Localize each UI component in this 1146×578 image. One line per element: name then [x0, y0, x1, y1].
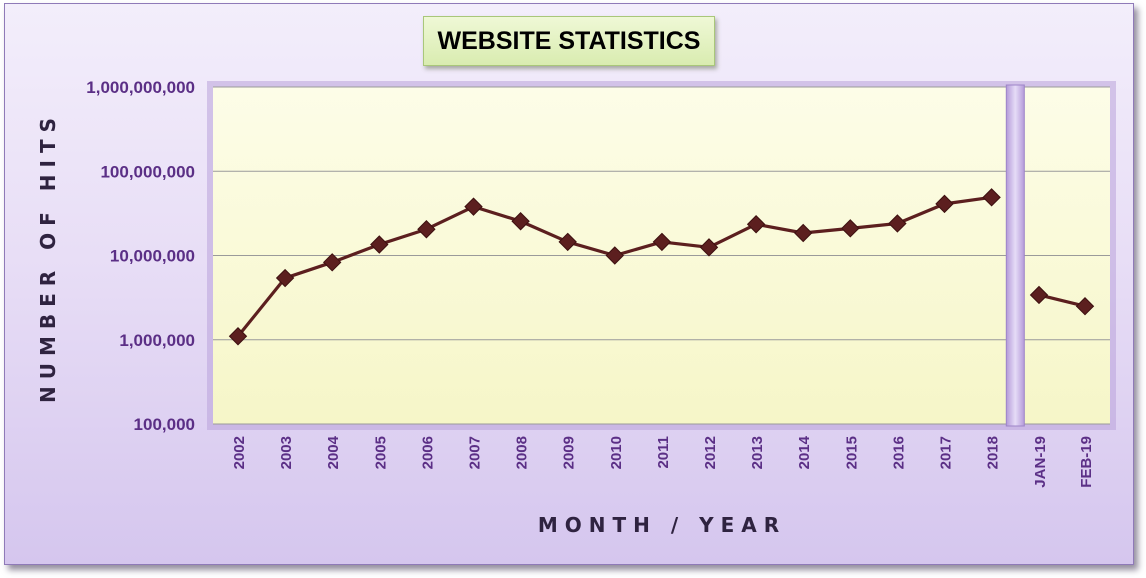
data-point-marker — [417, 220, 436, 239]
data-point-marker — [275, 268, 295, 288]
x-tick-label: 2009 — [561, 436, 578, 469]
x-tick-label: 2011 — [655, 436, 672, 469]
data-point-marker — [605, 246, 625, 265]
x-tick-label: 2006 — [419, 436, 436, 469]
data-point-marker — [888, 214, 907, 233]
y-axis-title: NUMBER OF HITS — [36, 111, 60, 403]
data-point-marker — [746, 215, 766, 234]
y-tick-label: 10,000,000 — [110, 247, 195, 266]
chart-title-box: WEBSITE STATISTICS — [423, 16, 715, 66]
x-tick-label: 2005 — [372, 436, 389, 469]
chart-title: WEBSITE STATISTICS — [437, 26, 701, 55]
y-tick-label: 1,000,000 — [119, 331, 195, 350]
x-tick-label: 2003 — [278, 436, 295, 469]
data-point-marker — [935, 194, 954, 214]
x-tick-label: 2013 — [749, 436, 766, 469]
x-tick-label: 2016 — [890, 436, 907, 469]
x-tick-label: 2015 — [843, 436, 860, 469]
separator-band — [1005, 84, 1025, 427]
x-tick-label: 2007 — [467, 436, 484, 469]
data-point-marker — [558, 232, 577, 252]
x-tick-label: 2008 — [514, 436, 531, 469]
x-tick-label: 2017 — [938, 436, 955, 469]
y-tick-label: 1,000,000,000 — [86, 78, 195, 97]
data-point-marker — [793, 223, 813, 243]
data-point-marker — [982, 188, 1001, 207]
data-point-marker — [699, 238, 719, 257]
x-tick-label: 2002 — [231, 436, 248, 469]
x-tick-label: 2014 — [796, 435, 813, 469]
data-point-marker — [464, 197, 483, 216]
x-tick-label: 2010 — [608, 436, 625, 469]
y-tick-label: 100,000,000 — [100, 162, 195, 181]
y-tick-label: 100,000 — [134, 415, 195, 434]
data-point-marker — [1029, 285, 1049, 305]
x-tick-label: JAN-19 — [1032, 436, 1049, 488]
x-tick-label: 2018 — [985, 436, 1002, 469]
x-tick-label: 2012 — [702, 436, 719, 469]
x-tick-label: 2004 — [325, 435, 342, 469]
data-point-marker — [370, 235, 389, 254]
x-axis-title: MONTH / YEAR — [538, 513, 786, 537]
data-point-marker — [1075, 297, 1095, 316]
data-point-marker — [841, 219, 860, 238]
data-point-marker — [511, 212, 530, 231]
series-line — [1038, 293, 1086, 308]
data-point-marker — [228, 327, 248, 346]
x-tick-label: FEB-19 — [1078, 436, 1095, 488]
data-point-marker — [322, 253, 342, 272]
data-point-marker — [652, 232, 672, 252]
